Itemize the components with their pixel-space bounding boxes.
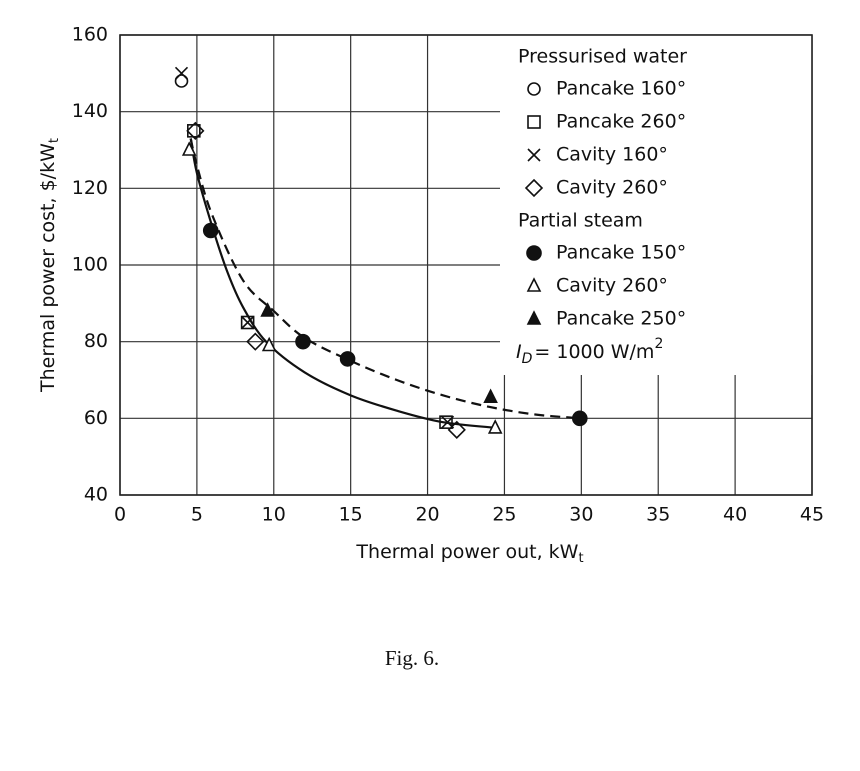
annotation-sup: 2 bbox=[654, 336, 663, 352]
x-tick-label: 40 bbox=[723, 504, 747, 526]
x-axis-label-main: Thermal power out, kW bbox=[355, 541, 578, 563]
marker bbox=[174, 74, 189, 88]
x-tick-label: 15 bbox=[339, 504, 363, 526]
legend-label: Pancake 250° bbox=[556, 308, 686, 330]
legend-marker bbox=[527, 148, 541, 162]
legend-label: Pancake 150° bbox=[556, 242, 686, 264]
x-tick-label: 20 bbox=[415, 504, 439, 526]
x-tick-label: 25 bbox=[492, 504, 516, 526]
marker bbox=[261, 336, 277, 352]
legend-marker bbox=[526, 245, 542, 261]
annotation: ID = 1000 W/m2 bbox=[516, 336, 663, 367]
y-axis-label: Thermal power cost, $/kWt bbox=[37, 138, 62, 393]
marker bbox=[295, 333, 311, 350]
caption: Fig. 6. bbox=[385, 646, 439, 670]
marker bbox=[246, 332, 265, 351]
marker bbox=[241, 315, 255, 330]
legend-marker bbox=[527, 115, 541, 129]
plot-frame bbox=[119, 34, 813, 496]
legend-group-title: Partial steam bbox=[518, 210, 643, 232]
x-tick-label: 0 bbox=[114, 504, 126, 526]
legend-label: Pancake 260° bbox=[556, 111, 686, 133]
legend-label: Cavity 160° bbox=[556, 144, 668, 166]
marker bbox=[174, 66, 189, 80]
fit-curve bbox=[189, 138, 582, 420]
x-tick-label: 45 bbox=[800, 504, 824, 526]
annotation-symbol: I bbox=[516, 341, 522, 363]
y-tick-label: 40 bbox=[84, 484, 108, 506]
y-tick-label: 160 bbox=[72, 24, 108, 46]
marker bbox=[240, 315, 255, 330]
y-tick-label: 100 bbox=[72, 254, 108, 276]
y-axis-label-main: Thermal power cost, $/kW bbox=[37, 143, 59, 393]
annotation-text: = 1000 W/m bbox=[534, 341, 654, 363]
y-tick-label: 80 bbox=[84, 330, 108, 352]
legend-group-title: Pressurised water bbox=[518, 46, 687, 68]
marker bbox=[487, 419, 503, 434]
marker bbox=[483, 388, 498, 404]
marker bbox=[186, 121, 205, 140]
x-tick-label: 10 bbox=[262, 504, 286, 526]
marker bbox=[439, 415, 453, 429]
y-tick-label: 60 bbox=[84, 407, 108, 429]
fit-curve bbox=[189, 138, 497, 430]
legend-marker bbox=[524, 178, 544, 198]
marker bbox=[187, 124, 201, 138]
x-tick-label: 5 bbox=[191, 504, 203, 526]
marker bbox=[260, 302, 275, 317]
legend-label: Cavity 260° bbox=[556, 177, 668, 199]
y-axis-label-sub: t bbox=[47, 138, 62, 143]
marker bbox=[202, 222, 219, 239]
y-tick-label: 140 bbox=[72, 100, 108, 122]
x-tick-label: 35 bbox=[646, 504, 670, 526]
y-tick-label: 120 bbox=[72, 177, 108, 199]
x-tick-label: 30 bbox=[569, 504, 593, 526]
legend-marker bbox=[527, 82, 541, 96]
legend-marker bbox=[526, 277, 542, 292]
marker bbox=[339, 351, 356, 367]
legend-box bbox=[500, 35, 812, 375]
legend-label: Cavity 260° bbox=[556, 275, 668, 297]
x-axis-label: Thermal power out, kWt bbox=[355, 541, 583, 566]
annotation-sub: D bbox=[522, 351, 533, 367]
x-axis-label-sub: t bbox=[578, 551, 583, 566]
marker bbox=[571, 410, 588, 427]
legend-marker bbox=[526, 310, 542, 325]
legend-label: Pancake 160° bbox=[556, 78, 686, 100]
marker bbox=[447, 420, 466, 439]
marker bbox=[181, 141, 197, 156]
